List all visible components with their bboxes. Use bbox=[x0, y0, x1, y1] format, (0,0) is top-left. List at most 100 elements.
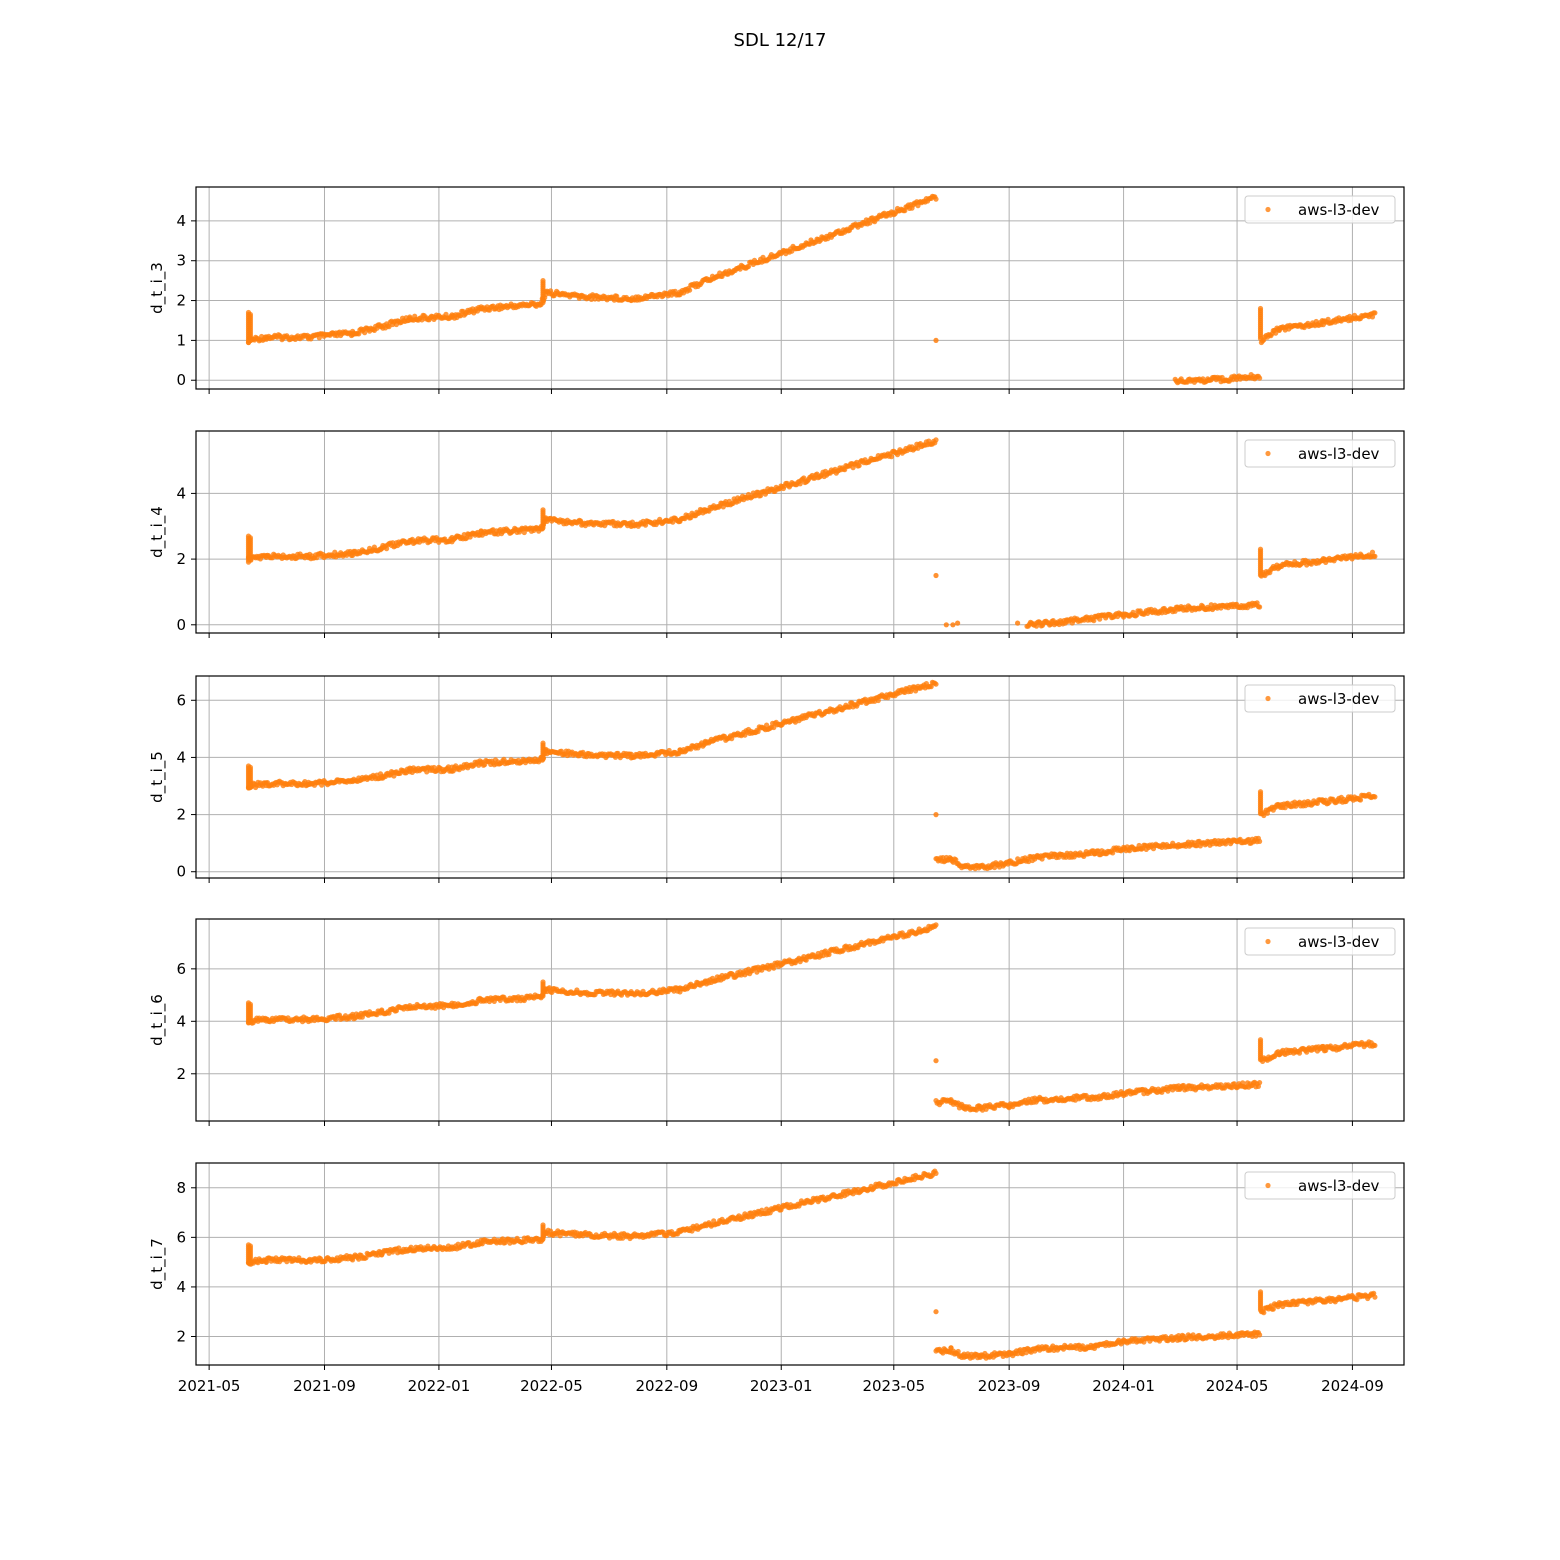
legend-marker bbox=[1265, 206, 1271, 213]
data-point bbox=[955, 620, 961, 626]
data-point bbox=[888, 454, 895, 460]
data-point bbox=[933, 681, 939, 687]
data-point bbox=[540, 525, 546, 531]
y-tick-label: 2 bbox=[176, 1065, 186, 1083]
data-series bbox=[245, 437, 1378, 629]
y-tick-label: 4 bbox=[176, 484, 186, 502]
y-axis-label: d_t_i_6 bbox=[148, 994, 167, 1046]
data-series bbox=[245, 922, 1378, 1113]
data-point bbox=[1372, 1294, 1378, 1300]
y-tick-label: 8 bbox=[176, 1179, 186, 1197]
data-point bbox=[247, 1019, 253, 1025]
data-point bbox=[1372, 310, 1378, 316]
y-axis-label: d_t_i_3 bbox=[148, 262, 167, 314]
axes-frame bbox=[195, 675, 1405, 879]
axes-frame bbox=[195, 918, 1405, 1122]
x-tick-label: 2021-09 bbox=[293, 1377, 356, 1395]
legend-marker bbox=[1265, 450, 1271, 457]
y-tick-label: 2 bbox=[176, 292, 186, 310]
data-point bbox=[1357, 797, 1364, 803]
data-series bbox=[245, 193, 1378, 386]
data-point bbox=[687, 287, 693, 293]
axes-frame bbox=[195, 1162, 1405, 1366]
data-point bbox=[247, 784, 253, 791]
legend: aws-l3-dev bbox=[1244, 439, 1396, 468]
data-point bbox=[540, 1236, 546, 1242]
data-point bbox=[950, 622, 956, 628]
data-point bbox=[1257, 335, 1264, 342]
y-tick-label: 6 bbox=[176, 960, 186, 978]
y-tick-label: 0 bbox=[176, 863, 186, 881]
y-tick-label: 1 bbox=[176, 331, 186, 349]
data-point bbox=[1257, 838, 1263, 845]
data-point bbox=[933, 1309, 939, 1315]
data-point bbox=[764, 722, 770, 728]
data-point bbox=[1372, 1042, 1378, 1049]
data-point bbox=[1257, 1080, 1263, 1086]
legend-marker bbox=[1265, 938, 1271, 945]
data-point bbox=[1369, 314, 1376, 320]
data-point bbox=[928, 684, 934, 690]
x-tick-label: 2023-05 bbox=[862, 1377, 925, 1395]
data-point bbox=[540, 993, 546, 999]
data-point bbox=[247, 337, 253, 344]
data-point bbox=[933, 1170, 939, 1176]
x-tick-label: 2023-09 bbox=[978, 1377, 1041, 1395]
data-point bbox=[1372, 553, 1378, 560]
figure-title: SDL 12/17 bbox=[734, 30, 827, 51]
data-point bbox=[771, 724, 777, 731]
data-point bbox=[1354, 1297, 1360, 1303]
x-tick-label: 2023-01 bbox=[750, 1377, 813, 1395]
axes-frame bbox=[195, 430, 1405, 634]
legend-box bbox=[1244, 439, 1396, 468]
y-tick-label: 4 bbox=[176, 748, 186, 766]
data-point bbox=[933, 572, 939, 579]
legend-box bbox=[1244, 195, 1396, 224]
x-tick-label: 2021-05 bbox=[178, 1377, 241, 1395]
data-point bbox=[1033, 623, 1040, 629]
legend-label: aws-l3-dev bbox=[1298, 933, 1380, 951]
data-point bbox=[933, 337, 939, 343]
y-axis-label: d_t_i_5 bbox=[148, 751, 167, 803]
data-point bbox=[1257, 811, 1264, 817]
data-point bbox=[642, 522, 649, 528]
x-tick-label: 2024-01 bbox=[1092, 1377, 1155, 1395]
data-point bbox=[955, 1348, 961, 1355]
x-tick-label: 2024-05 bbox=[1206, 1377, 1269, 1395]
data-point bbox=[540, 756, 546, 762]
data-point bbox=[875, 697, 881, 704]
data-point bbox=[263, 1259, 269, 1265]
data-point bbox=[1257, 1307, 1264, 1313]
y-axis-label: d_t_i_7 bbox=[148, 1238, 167, 1290]
y-tick-label: 4 bbox=[176, 212, 186, 230]
axes-frame bbox=[195, 186, 1405, 390]
x-tick-label: 2022-01 bbox=[408, 1377, 471, 1395]
data-point bbox=[540, 300, 546, 306]
data-point bbox=[933, 1058, 939, 1064]
legend-marker bbox=[1265, 695, 1271, 702]
data-point bbox=[933, 812, 939, 818]
data-point bbox=[943, 622, 949, 628]
legend-marker bbox=[1265, 1182, 1271, 1189]
data-point bbox=[1257, 1057, 1264, 1063]
legend: aws-l3-dev bbox=[1244, 684, 1396, 713]
data-point bbox=[247, 1259, 253, 1265]
y-axis-label: d_t_i_4 bbox=[148, 506, 167, 558]
y-tick-label: 2 bbox=[176, 1327, 186, 1345]
data-point bbox=[745, 263, 752, 270]
legend-label: aws-l3-dev bbox=[1298, 201, 1380, 219]
subplot-3: 0 2 4 6 d_t_i_5 aws-l3-dev bbox=[148, 675, 1405, 883]
data-point bbox=[356, 331, 362, 337]
data-point bbox=[801, 475, 807, 481]
y-tick-label: 6 bbox=[176, 1228, 186, 1246]
data-point bbox=[1257, 604, 1263, 610]
data-point bbox=[826, 951, 832, 958]
data-point bbox=[1257, 572, 1264, 578]
y-tick-label: 2 bbox=[176, 806, 186, 824]
legend-box bbox=[1244, 927, 1396, 956]
y-tick-label: 6 bbox=[176, 691, 186, 709]
